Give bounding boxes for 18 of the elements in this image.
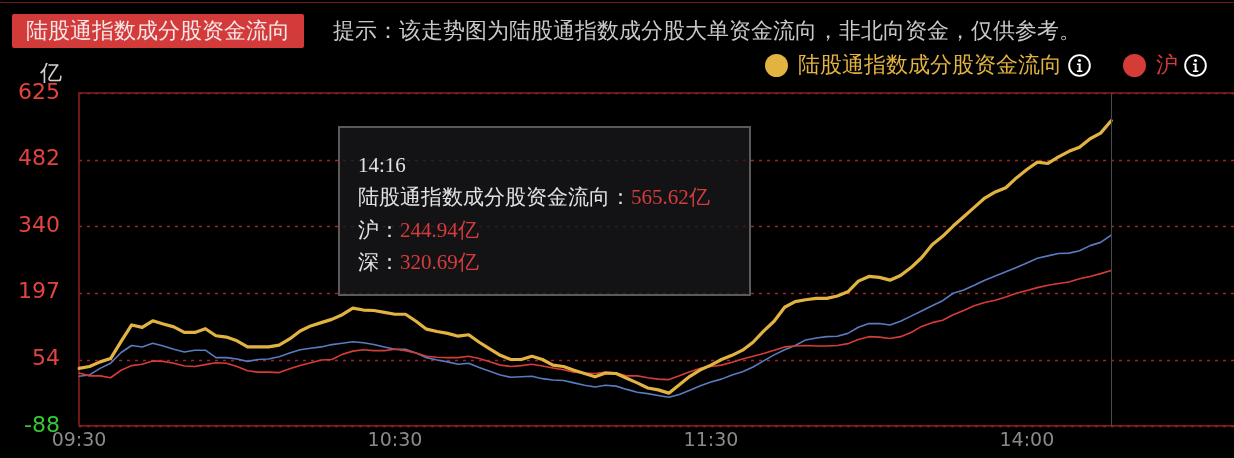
x-tick-label: 11:30 bbox=[683, 428, 739, 451]
y-tick-label: 482 bbox=[18, 145, 60, 171]
x-tick-label: 14:00 bbox=[999, 428, 1055, 451]
annotation: 深： bbox=[358, 249, 400, 274]
annotation: 565.62亿 bbox=[631, 185, 710, 210]
y-tick-label: 54 bbox=[32, 345, 60, 371]
legend-label: 沪 bbox=[1156, 52, 1178, 78]
annotation: 244.94亿 bbox=[400, 217, 479, 242]
annotation: 沪： bbox=[358, 217, 400, 242]
x-tick-label: 10:30 bbox=[367, 428, 423, 451]
y-tick-label: 197 bbox=[18, 278, 60, 304]
annotation: 陆股通指数成分股资金流向： bbox=[358, 185, 631, 210]
annotation: 14:16 bbox=[358, 153, 406, 177]
y-tick-label: 340 bbox=[18, 211, 60, 237]
chart-title: 陆股通指数成分股资金流向 bbox=[12, 14, 304, 48]
annotation: 320.69亿 bbox=[400, 249, 479, 274]
legend-label: 陆股通指数成分股资金流向 bbox=[798, 52, 1062, 78]
chart-subtitle: 提示：该走势图为陆股通指数成分股大单资金流向，非北向资金，仅供参考。 bbox=[333, 17, 1081, 45]
